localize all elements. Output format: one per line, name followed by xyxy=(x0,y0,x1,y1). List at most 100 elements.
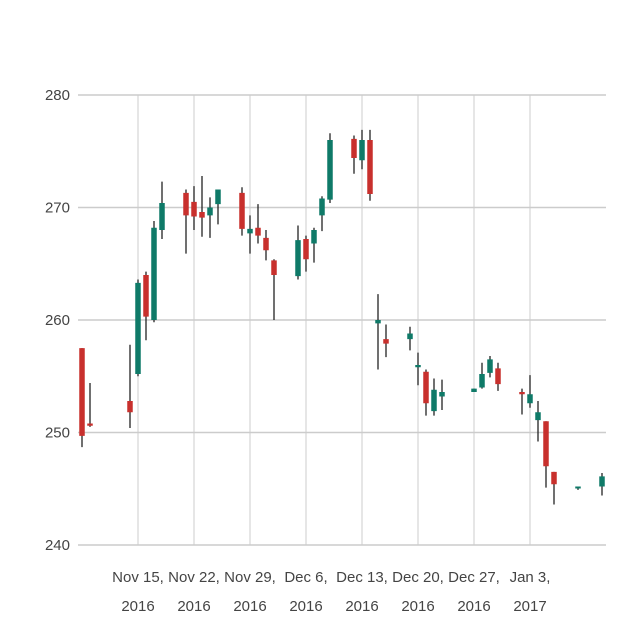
candle-body xyxy=(127,401,133,413)
candle-body xyxy=(415,365,421,368)
candle-up xyxy=(247,215,253,254)
candle-down xyxy=(423,369,429,416)
candle-body xyxy=(247,228,253,234)
x-tick-label: 2016 xyxy=(457,598,490,615)
x-tick-label: Dec 6, xyxy=(284,569,327,586)
candle-up xyxy=(575,486,581,490)
candle-body xyxy=(599,476,605,487)
x-tick-label: 2016 xyxy=(401,598,434,615)
candle-up xyxy=(375,294,381,370)
y-tick-label: 240 xyxy=(45,537,70,554)
candle-down xyxy=(87,383,93,427)
candle-up xyxy=(327,133,333,203)
candle-body xyxy=(487,359,493,373)
candle-up xyxy=(295,225,301,280)
candle-down xyxy=(127,344,133,428)
candle-up xyxy=(311,227,317,263)
candle-down xyxy=(239,187,245,236)
candle-body xyxy=(215,189,221,205)
candle-body xyxy=(439,392,445,397)
candle-down xyxy=(495,362,501,391)
candle-body xyxy=(255,227,261,236)
candle-down xyxy=(303,235,309,272)
candle-body xyxy=(319,198,325,216)
candle-body xyxy=(359,140,365,161)
candle-up xyxy=(479,362,485,389)
x-tick-label: Dec 13, xyxy=(336,569,388,586)
candle-body xyxy=(471,388,477,392)
candle-up xyxy=(159,181,165,239)
x-axis: Nov 15, 2016 Nov 22, 2016 Nov 29, 2016 Dec 6, 2… xyxy=(112,569,550,615)
candle-body xyxy=(407,333,413,340)
candle-up xyxy=(431,378,437,416)
candle-down xyxy=(551,471,557,505)
candle-down xyxy=(271,259,277,320)
candle-up xyxy=(599,473,605,496)
candle-body xyxy=(159,203,165,230)
candle-body xyxy=(431,389,437,412)
candle-body xyxy=(367,140,373,194)
x-tick-label: 2016 xyxy=(177,598,210,615)
x-tick-label: Dec 27, xyxy=(448,569,500,586)
x-tick-label: Dec 20, xyxy=(392,569,444,586)
x-tick-label: Jan 3, xyxy=(510,569,551,586)
x-tick-label: 2016 xyxy=(121,598,154,615)
candle-down xyxy=(519,388,525,415)
candle-up xyxy=(439,379,445,410)
x-tick-label: Nov 22, xyxy=(168,569,220,586)
candle-up xyxy=(135,279,141,377)
candle-up xyxy=(487,356,493,378)
candle-body xyxy=(79,348,85,436)
candle-body xyxy=(551,471,557,485)
x-tick-label: 2016 xyxy=(345,598,378,615)
candle-down xyxy=(199,176,205,237)
candle-body xyxy=(143,275,149,317)
candle-body xyxy=(327,140,333,200)
candle-body xyxy=(351,138,357,158)
candle-body xyxy=(87,423,93,426)
y-tick-label: 260 xyxy=(45,312,70,329)
candle-up xyxy=(207,197,213,238)
candle-body xyxy=(423,371,429,404)
candle-body xyxy=(535,412,541,421)
y-tick-label: 250 xyxy=(45,425,70,442)
candle-up xyxy=(215,189,221,225)
candle-down xyxy=(191,186,197,230)
y-tick-label: 280 xyxy=(45,87,70,104)
candle-body xyxy=(263,237,269,251)
candle-body xyxy=(207,207,213,216)
grid xyxy=(78,94,606,546)
candle-up xyxy=(535,401,541,442)
candle-up xyxy=(415,352,421,386)
candle-down xyxy=(143,271,149,341)
candle-body xyxy=(303,239,309,260)
candle-body xyxy=(271,260,277,275)
y-tick-label: 270 xyxy=(45,200,70,217)
candle-down xyxy=(79,348,85,448)
candle-body xyxy=(199,212,205,218)
candle-down xyxy=(543,421,549,488)
candle-body xyxy=(191,201,197,217)
y-axis: 240 250 260 270 280 xyxy=(45,87,70,554)
candle-body xyxy=(519,392,525,395)
candle-body xyxy=(575,486,581,489)
candle-body xyxy=(295,240,301,277)
x-tick-label: 2016 xyxy=(289,598,322,615)
candle-body xyxy=(527,394,533,404)
x-tick-label: 2017 xyxy=(513,598,546,615)
candle-up xyxy=(151,221,157,323)
candle-up xyxy=(527,375,533,408)
candle-down xyxy=(367,129,373,201)
candle-up xyxy=(471,388,477,392)
candle-down xyxy=(263,230,269,261)
candle-body xyxy=(383,339,389,344)
x-tick-label: Nov 29, xyxy=(224,569,276,586)
x-tick-label: 2016 xyxy=(233,598,266,615)
candle-body xyxy=(135,282,141,374)
candle-up xyxy=(359,129,365,170)
candle-body xyxy=(183,192,189,216)
candle-body xyxy=(479,374,485,388)
candle-down xyxy=(183,189,189,254)
candle-up xyxy=(319,196,325,232)
